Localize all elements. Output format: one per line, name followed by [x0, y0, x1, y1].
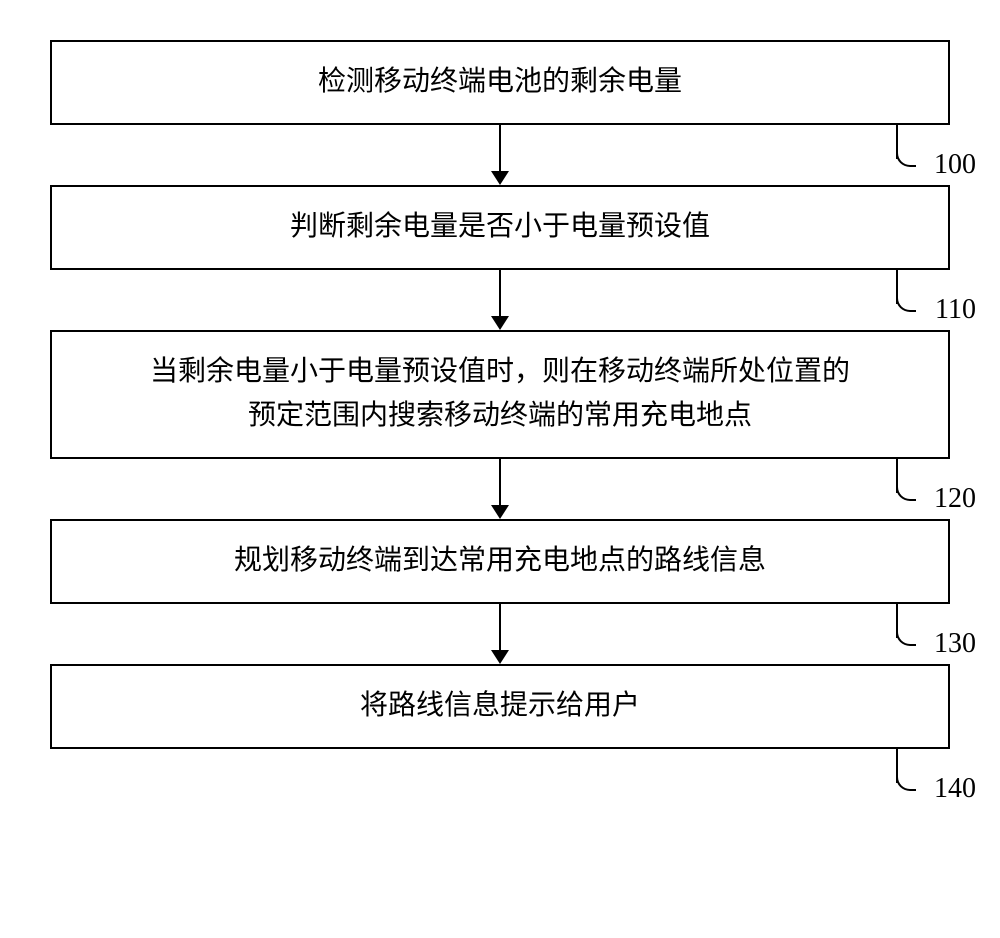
arrow-head-icon — [491, 505, 509, 519]
arrow-100-110 — [50, 125, 950, 185]
step-text: 规划移动终端到达常用充电地点的路线信息 — [234, 539, 766, 584]
arrow-head-icon — [491, 316, 509, 330]
arrow-120-130 — [50, 459, 950, 519]
step-box-130: 规划移动终端到达常用充电地点的路线信息 — [50, 519, 950, 604]
arrow-110-120 — [50, 270, 950, 330]
step-box-140: 将路线信息提示给用户 — [50, 664, 950, 749]
arrow-head-icon — [491, 650, 509, 664]
step-text: 将路线信息提示给用户 — [360, 684, 640, 729]
step-box-110: 判断剩余电量是否小于电量预设值 — [50, 185, 950, 270]
step-box-120: 当剩余电量小于电量预设值时，则在移动终端所处位置的 预定范围内搜索移动终端的常用… — [50, 330, 950, 460]
step-text-line1: 当剩余电量小于电量预设值时，则在移动终端所处位置的 — [150, 350, 850, 395]
step-text: 检测移动终端电池的剩余电量 — [318, 60, 682, 105]
arrow-130-140 — [50, 604, 950, 664]
arrow-head-icon — [491, 171, 509, 185]
step-text-line2: 预定范围内搜索移动终端的常用充电地点 — [150, 394, 850, 439]
step-box-100: 检测移动终端电池的剩余电量 — [50, 40, 950, 125]
step-label-140: 140 — [934, 773, 976, 805]
flowchart-container: 检测移动终端电池的剩余电量 100 判断剩余电量是否小于电量预设值 110 当剩… — [50, 40, 950, 749]
step-text: 判断剩余电量是否小于电量预设值 — [290, 205, 710, 250]
